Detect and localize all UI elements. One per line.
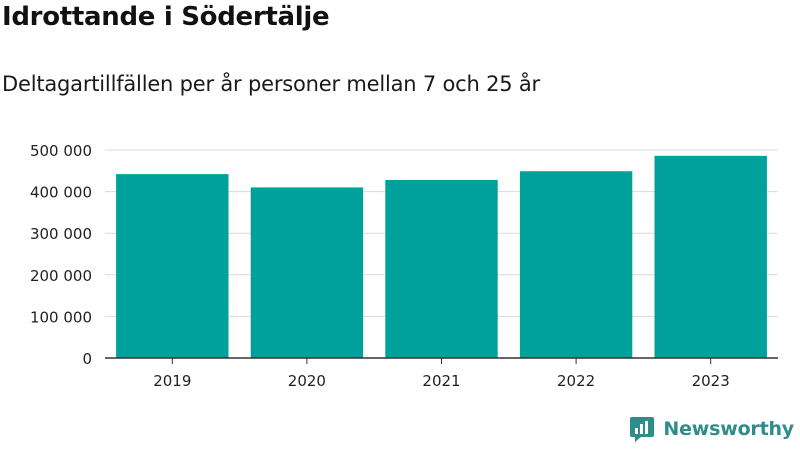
newsworthy-logo-icon (630, 417, 655, 442)
x-tick-label: 2021 (422, 372, 460, 390)
bar (519, 171, 633, 358)
bar (654, 155, 767, 358)
brand-name: Newsworthy (663, 418, 794, 440)
y-tick-label: 100 000 (30, 308, 92, 326)
y-tick-label: 400 000 (30, 184, 92, 202)
x-tick-label: 2023 (692, 372, 730, 390)
brand-logo: Newsworthy (629, 414, 794, 444)
chart-title: Idrottande i Södertälje (2, 2, 330, 32)
x-tick-label: 2020 (288, 372, 326, 390)
y-tick-label: 200 000 (30, 267, 92, 285)
y-tick-label: 0 (82, 350, 92, 368)
chart-subtitle: Deltagartillfällen per år personer mella… (2, 72, 540, 96)
y-tick-label: 300 000 (30, 225, 92, 243)
x-tick-label: 2022 (557, 372, 595, 390)
y-tick-label: 500 000 (30, 142, 92, 160)
bar (250, 187, 364, 358)
x-tick-label: 2019 (153, 372, 191, 390)
bar (116, 174, 229, 358)
bar (385, 179, 498, 358)
